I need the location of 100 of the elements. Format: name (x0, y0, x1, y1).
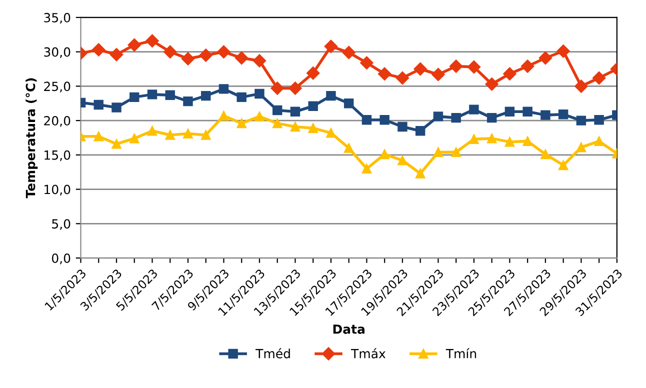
point (469, 104, 479, 114)
point (362, 115, 372, 125)
point (558, 160, 568, 170)
point (308, 123, 318, 133)
y-tick-label: 20,0 (44, 116, 70, 127)
x-axis-title: Data (333, 324, 364, 334)
point (236, 92, 246, 102)
point (272, 118, 282, 128)
point (362, 164, 372, 174)
point (200, 130, 211, 140)
point (398, 122, 408, 132)
point (574, 80, 588, 93)
point (236, 118, 246, 128)
point (146, 34, 159, 48)
point (130, 134, 140, 144)
point (218, 110, 229, 121)
point (147, 90, 158, 100)
point (486, 134, 497, 144)
point (165, 130, 175, 140)
point (415, 126, 426, 136)
point (112, 102, 122, 112)
point (380, 115, 390, 125)
point (183, 128, 193, 138)
point (270, 82, 284, 95)
point (398, 156, 408, 166)
point (378, 67, 392, 80)
point (485, 78, 498, 91)
point (538, 51, 552, 65)
point (92, 43, 106, 56)
point (504, 106, 515, 116)
point (503, 67, 516, 80)
point (522, 106, 532, 116)
point (469, 134, 479, 144)
point (112, 139, 122, 149)
y-tick-label: 10,0 (44, 184, 70, 196)
point (326, 128, 336, 138)
point (235, 51, 248, 65)
point (540, 110, 550, 120)
y-axis-title: Temperatura (°C) (26, 78, 38, 198)
point (181, 52, 195, 66)
point (556, 44, 570, 58)
point (147, 126, 158, 136)
point (254, 112, 264, 122)
point (324, 40, 338, 53)
point (217, 45, 230, 58)
y-tick-label: 5,0 (52, 219, 70, 230)
point (504, 137, 515, 147)
point (415, 168, 426, 178)
legend-label: Tméd (256, 348, 290, 358)
point (218, 84, 229, 94)
y-tick-label: 15,0 (44, 150, 70, 162)
point (592, 71, 606, 85)
point (432, 68, 445, 82)
point (522, 136, 532, 146)
point (576, 142, 586, 152)
point (290, 106, 300, 116)
point (594, 136, 604, 146)
point (164, 45, 177, 58)
legend-label: Tmín (446, 348, 476, 358)
point (449, 60, 463, 73)
point (130, 92, 140, 102)
point (165, 90, 175, 100)
point (272, 105, 282, 116)
point (540, 149, 550, 160)
point (94, 132, 104, 142)
point (433, 147, 444, 158)
point (342, 46, 356, 60)
point (344, 143, 354, 153)
point (200, 90, 211, 101)
point (344, 98, 354, 108)
point (128, 38, 141, 52)
point (290, 122, 300, 132)
point (414, 62, 427, 76)
point (306, 66, 320, 80)
point (396, 71, 410, 85)
point (110, 48, 124, 62)
point (252, 54, 266, 68)
point (594, 115, 604, 125)
point (183, 96, 193, 106)
point (199, 48, 212, 62)
point (576, 116, 586, 126)
point (520, 60, 534, 73)
point (254, 88, 264, 99)
point (326, 90, 336, 101)
y-tick-label: 35,0 (44, 12, 70, 24)
point (451, 147, 461, 158)
point (451, 112, 461, 123)
y-tick-label: 25,0 (44, 82, 70, 92)
point (308, 101, 318, 111)
point (433, 112, 444, 122)
point (360, 56, 374, 70)
y-tick-label: 0,0 (52, 253, 70, 264)
point (380, 149, 390, 160)
point (558, 110, 568, 120)
y-tick-label: 30,0 (44, 47, 70, 58)
legend-label: Tmáx (350, 348, 386, 358)
point (467, 60, 481, 74)
point (486, 112, 497, 123)
point (94, 100, 104, 110)
point (288, 82, 302, 95)
